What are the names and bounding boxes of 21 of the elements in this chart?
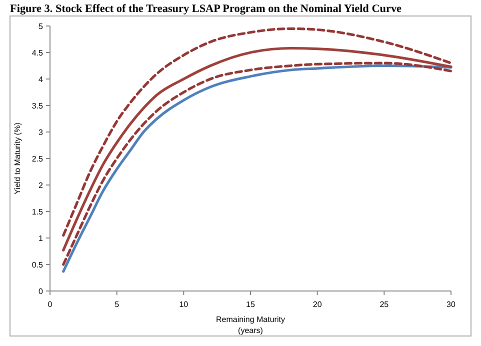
- x-tick-label: 15: [246, 300, 256, 309]
- y-tick-label: 2.5: [32, 154, 44, 164]
- y-axis-title: Yield to Maturity (%): [13, 122, 22, 194]
- y-tick-label: 0.5: [32, 260, 44, 270]
- x-axis-title: Remaining Maturity (years): [216, 315, 285, 335]
- y-tick-label: 1.5: [32, 207, 44, 216]
- x-tick-label: 20: [312, 300, 322, 309]
- y-tick-label: 5: [38, 22, 44, 31]
- y-tick-label: 1: [38, 234, 44, 243]
- y-tick-label: 4.5: [32, 48, 44, 58]
- x-tick-label: 25: [380, 300, 390, 309]
- y-tick-label: 3.5: [32, 101, 44, 110]
- x-tick-label: 30: [446, 300, 456, 309]
- chart-title: Figure 3. Stock Effect of the Treasury LSAP Program on the Nominal Yield Curve: [10, 3, 402, 15]
- x-tick-label: 10: [179, 300, 189, 309]
- y-tick-label: 2: [38, 180, 44, 190]
- x-tick-label: 0: [48, 300, 53, 309]
- y-tick-label: 3: [38, 128, 44, 137]
- x-tick-label: 5: [114, 300, 120, 309]
- y-tick-label: 0: [38, 286, 44, 296]
- y-tick-label: 4: [38, 74, 44, 84]
